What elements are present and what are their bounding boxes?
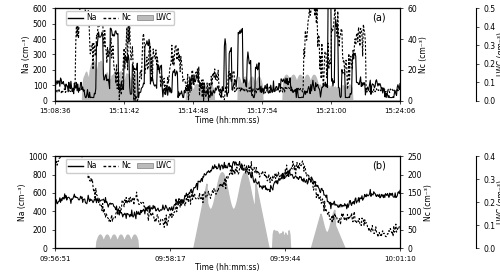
Y-axis label: Na (cm⁻³): Na (cm⁻³): [22, 36, 32, 73]
Text: (a): (a): [372, 13, 386, 23]
Line: Na: Na: [55, 1, 400, 97]
Na: [240, 169, 246, 172]
X-axis label: Time (hh:mm:ss): Time (hh:mm:ss): [195, 263, 260, 272]
Nc: [390, 89, 396, 92]
Y-axis label: Nc (cm⁻³): Nc (cm⁻³): [424, 184, 432, 221]
Na: [258, 186, 264, 189]
Nc: [240, 87, 246, 90]
Na: [218, 163, 224, 167]
Na: [397, 82, 403, 85]
Nc: [52, 87, 58, 91]
Nc: [397, 90, 403, 93]
Line: Nc: Nc: [55, 156, 400, 237]
Nc: [258, 87, 264, 91]
Na: [133, 217, 139, 220]
Nc: [77, 7, 83, 10]
Nc: [375, 235, 381, 239]
Nc: [131, 99, 137, 102]
Legend: Na, Nc, LWC: Na, Nc, LWC: [66, 11, 174, 25]
Nc: [240, 164, 246, 167]
X-axis label: Time (hh:mm:ss): Time (hh:mm:ss): [195, 116, 260, 125]
Na: [336, 86, 342, 90]
Na: [336, 203, 342, 206]
Y-axis label: Nc (cm⁻³): Nc (cm⁻³): [419, 36, 428, 73]
Na: [325, 0, 331, 2]
Nc: [336, 222, 342, 225]
Nc: [216, 184, 222, 187]
Nc: [258, 172, 264, 176]
Na: [218, 95, 224, 98]
Line: Na: Na: [55, 162, 400, 219]
Nc: [397, 224, 403, 227]
Nc: [390, 235, 396, 238]
Na: [390, 95, 396, 98]
Nc: [220, 94, 226, 98]
Na: [216, 164, 222, 168]
Na: [52, 78, 58, 81]
Nc: [217, 90, 223, 94]
Line: Nc: Nc: [55, 8, 400, 101]
Nc: [58, 154, 64, 158]
Legend: Na, Nc, LWC: Na, Nc, LWC: [66, 159, 174, 172]
Y-axis label: LWC (gm⁻³): LWC (gm⁻³): [497, 33, 500, 76]
Na: [397, 189, 403, 192]
Na: [240, 27, 246, 30]
Na: [52, 198, 58, 201]
Na: [258, 84, 264, 88]
Na: [216, 90, 222, 93]
Nc: [336, 45, 342, 49]
Text: (b): (b): [372, 161, 386, 171]
Y-axis label: LWC (gm⁻³): LWC (gm⁻³): [497, 180, 500, 224]
Na: [390, 195, 396, 198]
Na: [82, 96, 88, 99]
Nc: [52, 164, 58, 167]
Nc: [218, 185, 224, 189]
Y-axis label: Na (cm⁻³): Na (cm⁻³): [18, 184, 26, 221]
Na: [236, 160, 242, 163]
